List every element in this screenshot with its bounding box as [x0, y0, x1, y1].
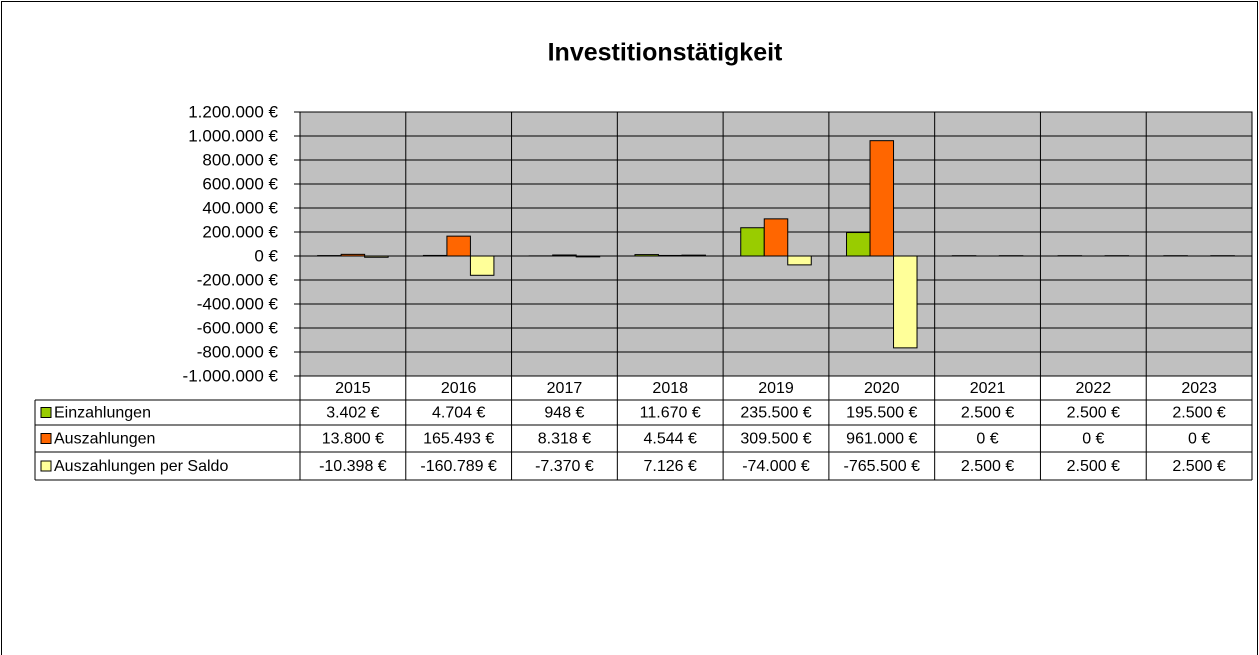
bar	[869, 140, 895, 257]
table-value: 3.402 €	[326, 405, 379, 422]
table-value: -765.500 €	[844, 458, 921, 475]
bar	[893, 255, 918, 349]
y-tick-label: -800.000 €	[197, 342, 279, 361]
table-value: 2.500 €	[1172, 405, 1225, 422]
y-tick-label: -200.000 €	[197, 270, 279, 289]
table-value: 4.704 €	[432, 405, 485, 422]
bar	[787, 255, 812, 266]
y-tick-label: 800.000 €	[202, 150, 278, 169]
legend-key	[40, 407, 52, 418]
y-tick-label: 600.000 €	[202, 174, 278, 193]
table-value: -160.789 €	[420, 458, 497, 475]
x-tick-label: 2022	[1076, 380, 1112, 397]
table-value: 235.500 €	[740, 405, 811, 422]
table-value: 165.493 €	[423, 431, 494, 448]
bar	[552, 254, 577, 257]
y-tick-label: -1.000.000 €	[183, 366, 279, 385]
x-tick-label: 2015	[335, 380, 371, 397]
table-value: 2.500 €	[1172, 458, 1225, 475]
bar	[575, 255, 601, 258]
table-value: 961.000 €	[846, 431, 917, 448]
table-value: 0 €	[1082, 431, 1104, 448]
bar	[681, 254, 706, 257]
x-tick-label: 2019	[758, 380, 794, 397]
y-tick-label: 400.000 €	[202, 198, 278, 217]
table-value: 13.800 €	[322, 431, 384, 448]
x-tick-label: 2016	[441, 380, 477, 397]
legend-key	[40, 460, 52, 472]
table-value: 8.318 €	[538, 431, 591, 448]
y-tick-label: 0 €	[254, 246, 278, 265]
bar	[740, 227, 765, 257]
chart-title: Investitionstätigkeit	[548, 39, 783, 67]
table-value: -74.000 €	[742, 458, 810, 475]
bar	[634, 254, 659, 257]
legend-label: Auszahlungen per Saldo	[54, 458, 228, 475]
legend-label: Einzahlungen	[54, 405, 151, 422]
y-tick-label: 1.200.000 €	[188, 102, 278, 121]
table-value: 2.500 €	[1067, 405, 1120, 422]
bar	[446, 235, 471, 257]
table-value: -10.398 €	[319, 458, 387, 475]
bar	[422, 254, 448, 257]
x-tick-label: 2021	[970, 380, 1006, 397]
y-tick-label: -400.000 €	[197, 294, 279, 313]
y-tick-label: -600.000 €	[197, 318, 279, 337]
table-value: 2.500 €	[961, 405, 1014, 422]
bar	[340, 253, 366, 257]
bar	[469, 255, 495, 276]
table-value: 7.126 €	[644, 458, 697, 475]
table-grid	[34, 376, 1253, 481]
table-value: -7.370 €	[535, 458, 594, 475]
y-tick-label: 1.000.000 €	[188, 126, 278, 145]
table-value: 2.500 €	[961, 458, 1014, 475]
table-value: 309.500 €	[740, 431, 811, 448]
bar	[657, 254, 683, 257]
table-value: 948 €	[544, 405, 584, 422]
table-value: 195.500 €	[846, 405, 917, 422]
bar	[763, 218, 789, 257]
x-tick-label: 2017	[547, 380, 583, 397]
x-tick-label: 2018	[652, 380, 688, 397]
table-value: 4.544 €	[644, 431, 697, 448]
table-value: 0 €	[1188, 431, 1210, 448]
table-value: 0 €	[976, 431, 998, 448]
legend-label: Auszahlungen	[54, 431, 155, 448]
x-tick-label: 2023	[1181, 380, 1217, 397]
y-tick-label: 200.000 €	[202, 222, 278, 241]
x-tick-label: 2020	[864, 380, 900, 397]
table-value: 11.670 €	[640, 405, 701, 422]
legend-key	[40, 433, 52, 444]
bar	[846, 232, 871, 257]
bar	[364, 255, 389, 258]
table-value: 2.500 €	[1067, 458, 1120, 475]
